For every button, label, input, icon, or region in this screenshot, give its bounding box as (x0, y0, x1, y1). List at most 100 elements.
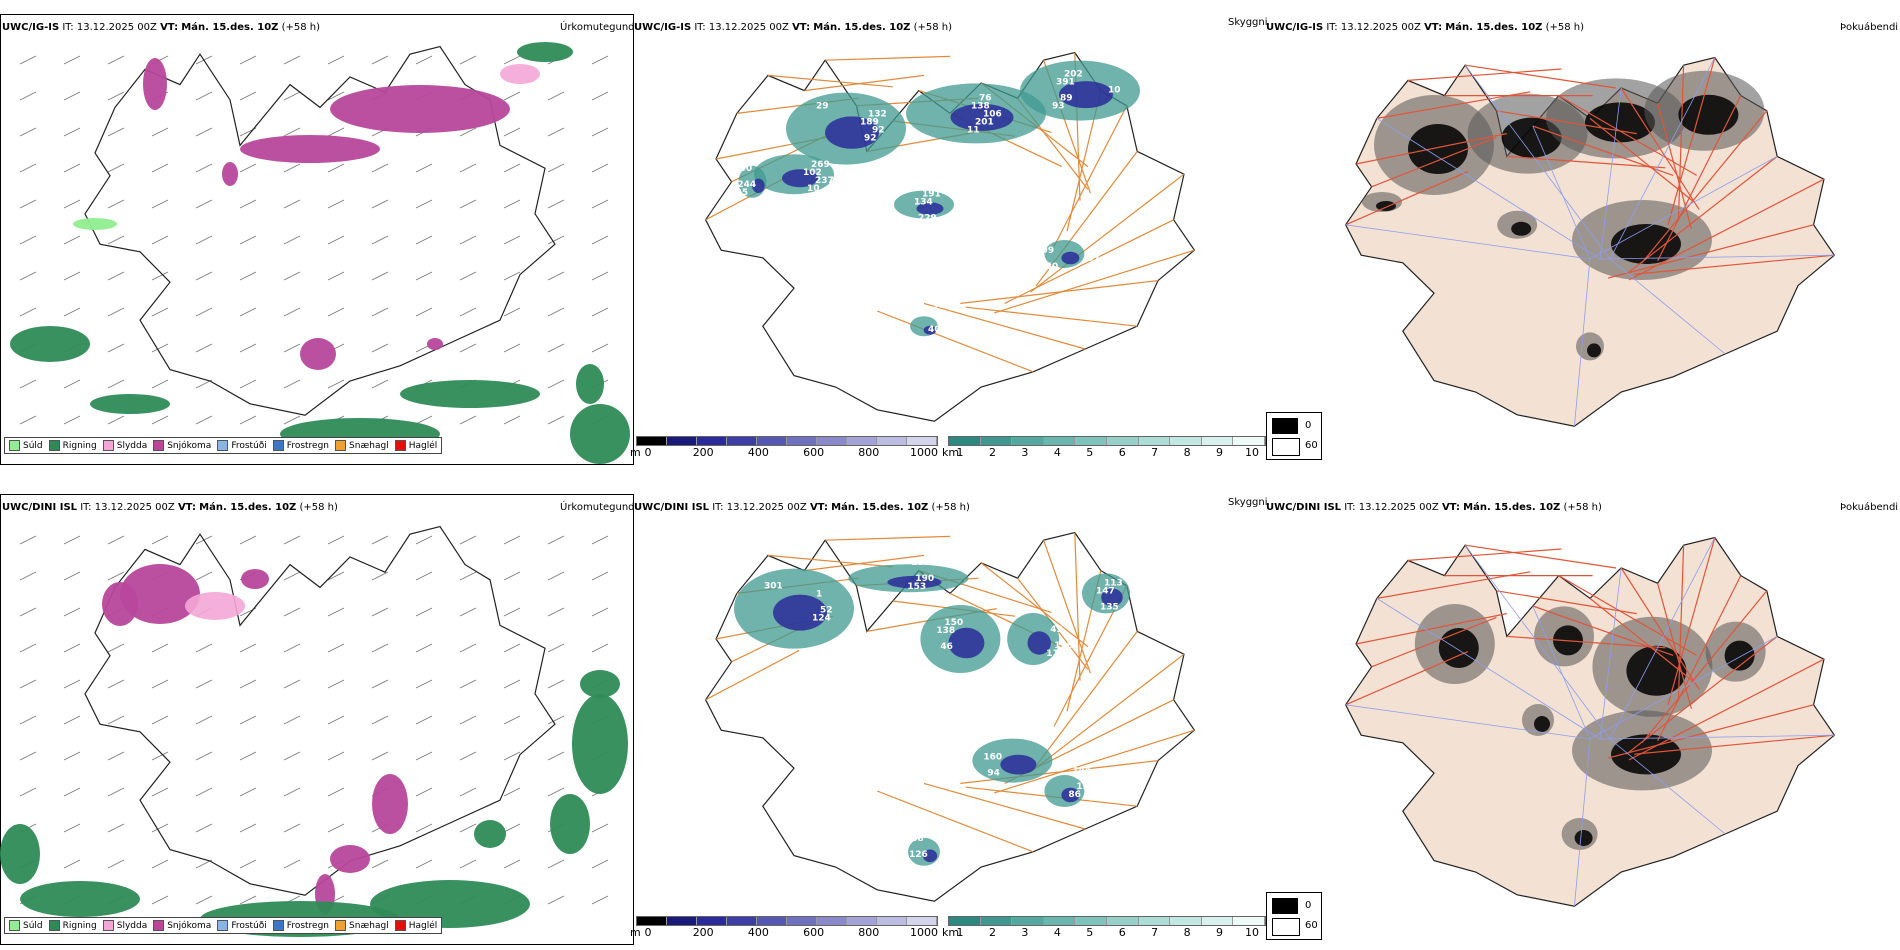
wind-barb (19, 415, 37, 425)
visibility-colorbar-row1: km 1 2 3 4 5 6 7 8 9 10 (942, 436, 1266, 462)
wind-barb (239, 643, 257, 653)
precip-title-row1: Úrkomutegund (560, 22, 635, 33)
wind-barb (19, 55, 37, 65)
wind-barb (239, 823, 257, 833)
visibility-label: 391 (1056, 78, 1075, 88)
rain-area (580, 670, 620, 698)
colorbar-segment (907, 917, 937, 925)
model-name: UWC/IG-IS (2, 22, 60, 33)
road (1496, 110, 1637, 135)
road (1030, 173, 1185, 293)
wind-barb (459, 643, 477, 653)
legend-label: Súld (23, 440, 43, 451)
wind-barb (283, 199, 301, 209)
wind-barb (459, 55, 477, 65)
rain-area (10, 326, 90, 362)
wind-barb (19, 787, 37, 797)
legend-label: Rigning (62, 440, 97, 451)
vt-value: Mán. 15.des. 10Z (813, 22, 911, 33)
wind-barb (327, 571, 345, 581)
visibility-label: 112 (741, 156, 760, 166)
wind-barb (239, 343, 257, 353)
visibility-label: 132 (868, 110, 887, 120)
legend-label: Slydda (116, 920, 148, 931)
wind-barb (371, 715, 389, 725)
legend-swatch (9, 440, 20, 451)
wind-barb (591, 535, 609, 545)
road (1626, 635, 1778, 755)
colorbar-segment (980, 437, 1013, 445)
it-value: 13.12.2025 00Z (1358, 502, 1439, 513)
road (1589, 117, 1695, 203)
legend-swatch (335, 440, 347, 451)
wind-barb (591, 343, 609, 353)
dense-fog-area (1408, 124, 1468, 174)
colorbar-tick: 5 (1086, 446, 1094, 459)
precip-legend-row1: Súld Rigning Slydda Snjókoma Frostúði Frostre… (4, 437, 443, 454)
river (1589, 156, 1778, 260)
wind-barb (63, 751, 81, 761)
wind-barb (503, 307, 521, 317)
legend-item: Slydda (102, 920, 148, 931)
wind-barb (151, 415, 169, 425)
wind-barb (591, 91, 609, 101)
vis-title-row1: Skyggni (1228, 17, 1268, 28)
wind-barb (415, 199, 433, 209)
wind-barb (547, 643, 565, 653)
colorbar-segment (1075, 437, 1107, 445)
wind-barb (195, 715, 213, 725)
wind-barb (151, 379, 169, 389)
river (1609, 57, 1716, 260)
road (1496, 590, 1637, 615)
wind-barb (547, 127, 565, 137)
it-label: IT: (1326, 22, 1338, 33)
wind-barb (19, 751, 37, 761)
wind-barb (459, 715, 477, 725)
colorbar-segment (877, 917, 907, 925)
wind-barb (107, 643, 125, 653)
wind-barb (459, 823, 477, 833)
road (1628, 178, 1825, 281)
wind-barb (503, 163, 521, 173)
road (1345, 651, 1469, 706)
road (1657, 95, 1742, 262)
wind-barb (591, 235, 609, 245)
road (804, 74, 925, 92)
colorbar-tick: 200 (692, 926, 714, 939)
lead-time: (+58 h) (913, 22, 953, 33)
vt-label: VT: (177, 502, 196, 513)
visibility-label: 299 (1035, 246, 1054, 256)
very-low-visibility-area (773, 594, 827, 631)
colorbar-segment (817, 917, 847, 925)
legend-swatch (48, 440, 60, 451)
visibility-label: 92 (872, 126, 885, 136)
road (876, 310, 1034, 373)
river (1532, 605, 1591, 740)
wind-barb (591, 127, 609, 137)
wind-barb (415, 271, 433, 281)
colorbar-segment (787, 437, 817, 445)
wind-barb (591, 571, 609, 581)
wind-barb (151, 343, 169, 353)
wind-barb (415, 859, 433, 869)
snow-area (241, 569, 269, 589)
wind-barb (283, 823, 301, 833)
wind-barb (371, 379, 389, 389)
legend-label: Rigning (62, 920, 97, 931)
drizzle-area (73, 218, 117, 230)
river (1609, 258, 1726, 355)
wind-barb (503, 127, 521, 137)
very-low-visibility-area (1059, 81, 1113, 109)
visibility-label: 18 (910, 182, 923, 192)
visibility-label: 147 (1096, 586, 1115, 596)
it-label: IT: (62, 22, 74, 33)
legend-label: Slydda (116, 440, 148, 451)
vt-label: VT: (809, 502, 828, 513)
road (1657, 583, 1692, 709)
wind-barb (415, 751, 433, 761)
wind-barb (547, 343, 565, 353)
road (1626, 155, 1778, 275)
visibility-label: 29 (816, 102, 829, 112)
wind-barb (503, 271, 521, 281)
river (1599, 734, 1835, 740)
